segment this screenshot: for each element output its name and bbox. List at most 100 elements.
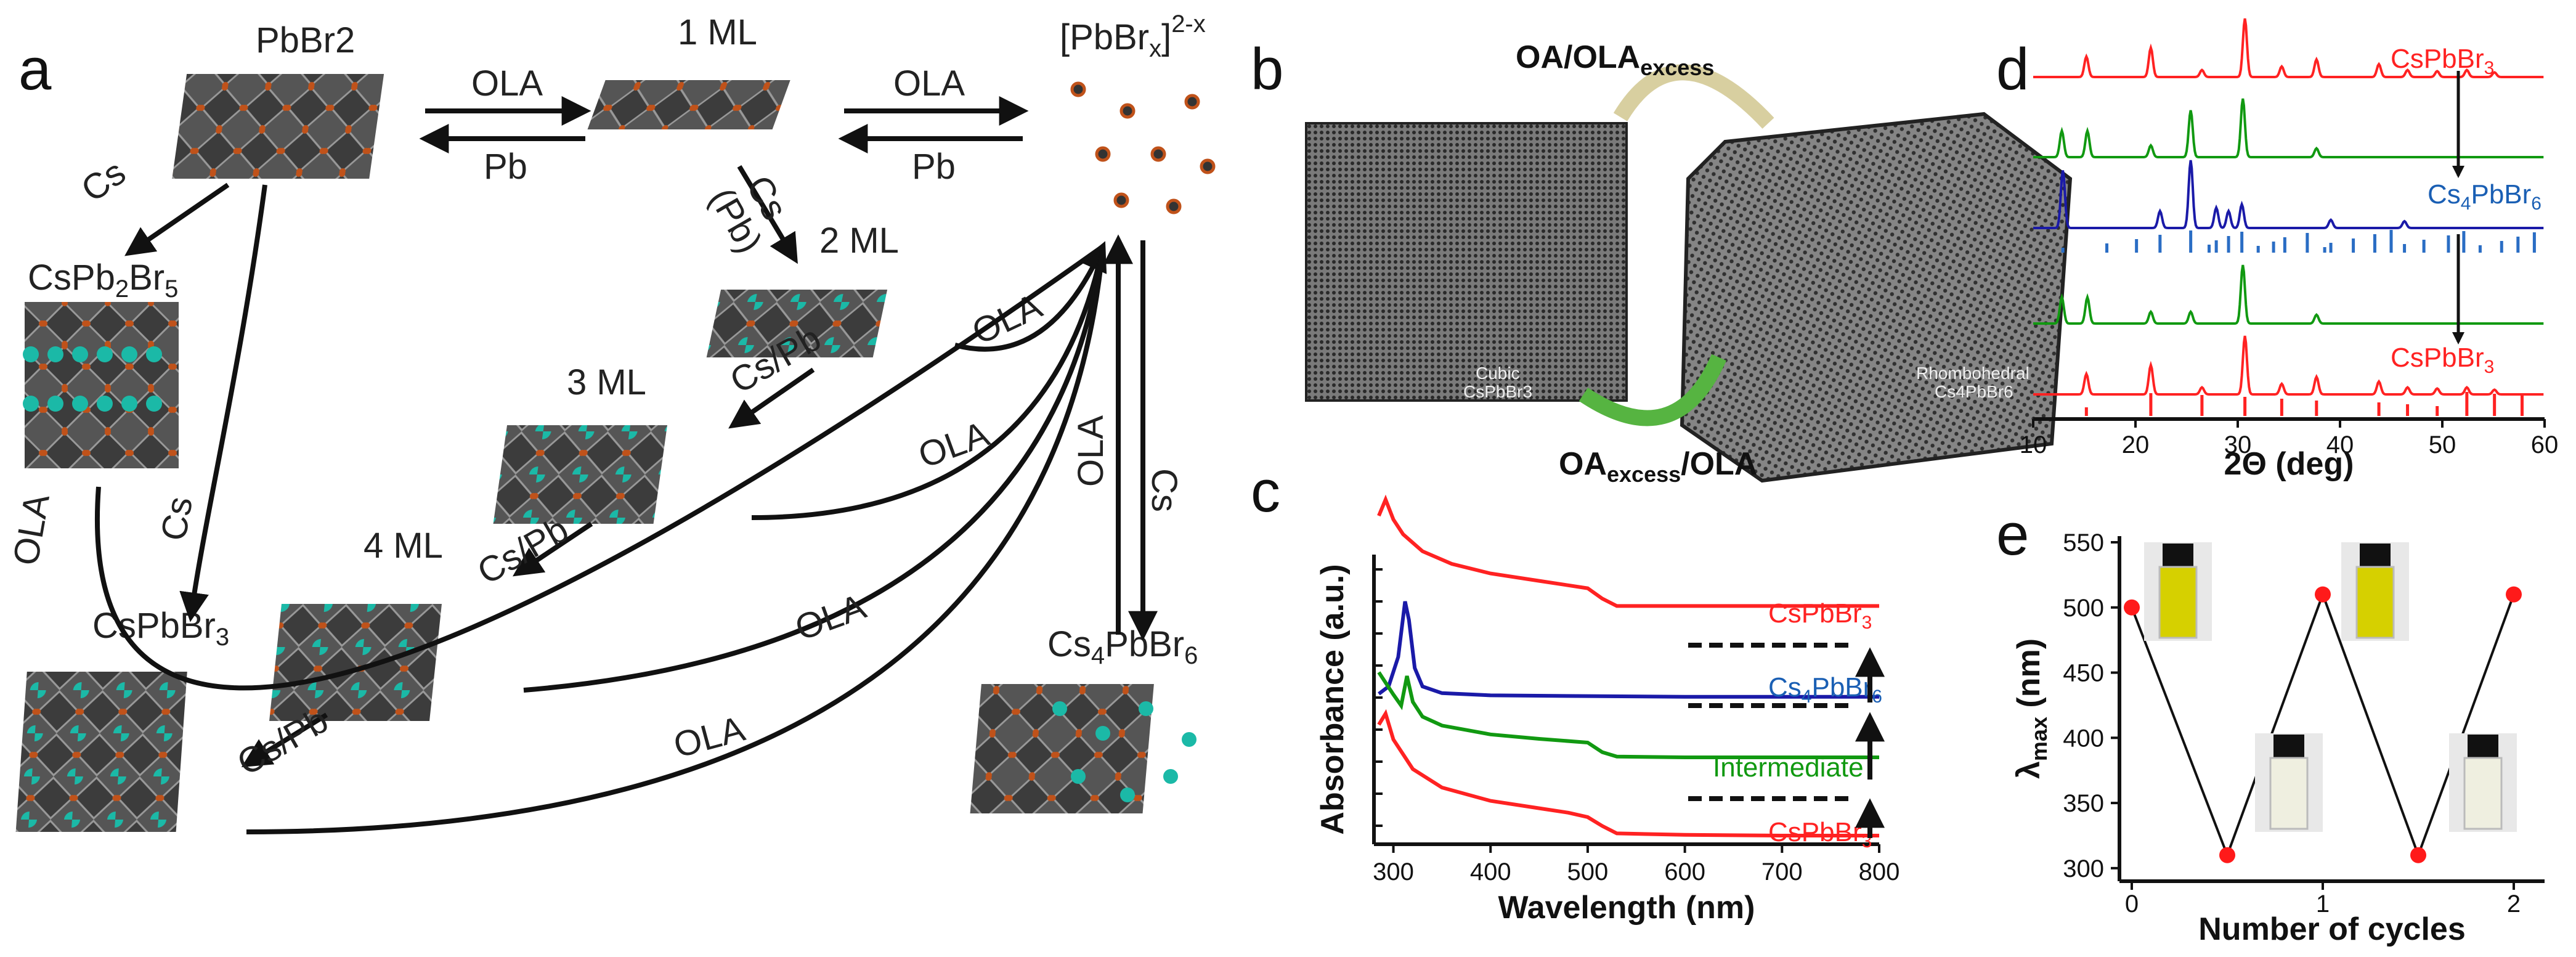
tem-image-cubic <box>1305 122 1628 402</box>
chart-c-ticks: 300 400 500 600 700 800 <box>1373 568 1900 886</box>
curve-label-ola-left: OLA <box>6 491 57 568</box>
chart-d-xtick-label: 10 <box>2020 431 2047 458</box>
chart-d-label-cs4pbbr6: Cs4PbBr6 <box>2428 179 2541 214</box>
pbbr2-structure <box>172 74 384 179</box>
arrow-pbbr2-to-cspb2br5 <box>124 182 230 256</box>
chart-d-xtick-label: 20 <box>2122 431 2150 458</box>
panel-a: a PbBr2 1 ML [PbBrx]2-x 2 ML 3 ML <box>6 10 1216 834</box>
panel-c-letter: c <box>1251 458 1280 524</box>
pbbr2-label: PbBr2 <box>256 20 355 60</box>
vial-yellow-2 <box>2341 542 2409 641</box>
chart-c-series-0 <box>1377 494 1879 608</box>
tem-image-rhombohedral <box>1680 112 2073 483</box>
chart-e-point <box>2124 599 2140 616</box>
chart-e-point <box>2315 586 2331 603</box>
panel-d-letter: d <box>1996 36 2029 102</box>
curve-4ml-to-pbbrx <box>523 246 1105 693</box>
chart-c-xtick-label: 500 <box>1567 858 1609 886</box>
chart-c-legend-cspbbr3-bottom: CsPbBr3 <box>1768 817 1872 852</box>
ml3-label: 3 ML <box>567 362 646 402</box>
chart-c-xtick-label: 300 <box>1373 858 1414 886</box>
cspbbr3-structure <box>15 672 187 832</box>
chart-c-xtick-label: 800 <box>1859 858 1900 886</box>
chart-c-plot <box>1377 494 1879 837</box>
chart-d-xtick-label: 50 <box>2429 431 2456 458</box>
chart-c-legend-cspbbr3-top: CsPbBr3 <box>1768 598 1872 633</box>
chart-c-baselines <box>1688 643 1855 801</box>
curve-cspbbr3-to-pbbrx <box>246 246 1105 834</box>
ml2-label: 2 ML <box>819 221 899 261</box>
cs4pbbr6-structure <box>970 684 1197 813</box>
caption-cs4pbbr6: Cs4PbBr6 <box>1935 382 2013 401</box>
arrow-label-pb-2: Pb <box>912 147 956 187</box>
chart-e-ytick-label: 300 <box>2063 855 2104 882</box>
ml2-structure <box>706 290 888 357</box>
caption-cubic: Cubic <box>1476 364 1520 383</box>
panel-b-letter: b <box>1251 36 1283 102</box>
chart-e-ytick-label: 400 <box>2063 725 2104 752</box>
chart-e-ticks: 300 350 400 450 500 550 0 1 2 <box>2063 529 2521 918</box>
ml1-label: 1 ML <box>678 12 757 52</box>
chart-d-pattern-cspbbr3-bottom <box>2033 335 2544 396</box>
chart-c-legend-cs4pbbr6: Cs4PbBr6 <box>1768 672 1882 707</box>
chart-e-xtick-label: 2 <box>2507 890 2521 918</box>
chart-d-label-cspbbr3-top: CsPbBr3 <box>2391 44 2494 78</box>
label-oa-ola-excess: OA/OLAexcess <box>1516 39 1714 80</box>
chart-c-xtick-label: 700 <box>1761 858 1803 886</box>
vial-clear-2 <box>2449 733 2517 832</box>
chart-d-xtick-label: 40 <box>2326 431 2354 458</box>
curve-label-ola-2: OLA <box>913 413 994 476</box>
chart-e-ytick-label: 450 <box>2063 660 2104 687</box>
panel-e-letter: e <box>1996 502 2029 568</box>
arrow-label-ola-1: OLA <box>471 63 543 104</box>
arrow-label-cs-vert: Cs <box>1144 468 1184 512</box>
chart-d-xtick-label: 60 <box>2531 431 2559 458</box>
chart-e-ylabel: λmax (nm) <box>2011 638 2052 779</box>
chart-d-ticks: 10 20 30 40 50 60 <box>2020 419 2559 458</box>
vial-yellow-1 <box>2144 542 2212 641</box>
chart-e-point <box>2410 847 2426 863</box>
arrow-label-ola-2: OLA <box>893 63 965 104</box>
panel-d: d 10 20 30 40 50 60 2Θ (deg) CsPbBr3 Cs4PbBr6… <box>1996 18 2558 482</box>
arrow-label-cs-left: Cs <box>74 152 132 210</box>
chart-d-xtick-label: 30 <box>2224 431 2252 458</box>
cspb2br5-structure <box>23 302 179 468</box>
chart-e-xtick-label: 0 <box>2125 890 2139 918</box>
chart-e-xtick-label: 1 <box>2316 890 2330 918</box>
arrow-cubic-to-rhombo <box>1613 64 1774 129</box>
chart-c-xtick-label: 600 <box>1664 858 1705 886</box>
curve-2ml-to-pbbrx <box>954 241 1107 352</box>
chart-c-series-1 <box>1378 601 1879 699</box>
arrow-label-pb-1: Pb <box>484 147 527 187</box>
caption-rhombohedral: Rhombohedral <box>1916 364 2030 383</box>
chart-e-ytick-label: 550 <box>2063 529 2104 556</box>
arrow-1ml-to-2ml <box>737 165 798 264</box>
chart-e-xlabel: Number of cycles <box>2198 911 2466 947</box>
chart-c-ylabel: Absorbance (a.u.) <box>1315 564 1351 834</box>
chart-d-plot <box>2033 18 2544 416</box>
arrow-3ml-to-4ml <box>513 521 593 577</box>
panel-e: e 300 350 400 450 500 550 0 1 2 Number of cycles… <box>1996 502 2545 947</box>
pbbrx-structure <box>1070 81 1216 214</box>
arrow-label-ola-vert: OLA <box>1071 415 1111 487</box>
label-oa-excess-ola: OAexcess/OLA <box>1559 446 1757 487</box>
curve-3ml-to-pbbrx <box>751 246 1105 520</box>
arrow-pbbr2-to-cspbbr3 <box>179 184 267 622</box>
ml4-structure <box>269 604 442 721</box>
pbbrx-label: [PbBrx]2-x <box>1060 10 1206 62</box>
chart-c-series-2 <box>1377 671 1879 759</box>
arrow-rhombo-to-cubic <box>1579 354 1726 426</box>
chart-c-legend-intermediate: Intermediate <box>1713 752 1864 783</box>
chart-d-xlabel: 2Θ (deg) <box>2224 446 2354 482</box>
arrow-4ml-to-cspbbr3 <box>241 712 328 768</box>
ml4-label: 4 ML <box>364 526 443 566</box>
cs4pbbr6-label-a: Cs4PbBr6 <box>1047 624 1198 669</box>
curve-label-ola-3: OLA <box>790 586 871 648</box>
chart-c-series-3 <box>1377 709 1879 837</box>
chart-c-xlabel: Wavelength (nm) <box>1498 890 1755 926</box>
curve-cspb2br5-to-pbbrx <box>95 244 1105 691</box>
chart-d-label-cspbbr3-bottom: CsPbBr3 <box>2391 343 2494 377</box>
chart-c-xtick-label: 400 <box>1470 858 1511 886</box>
chart-d-pattern-cs4pbbr6 <box>2033 160 2544 229</box>
